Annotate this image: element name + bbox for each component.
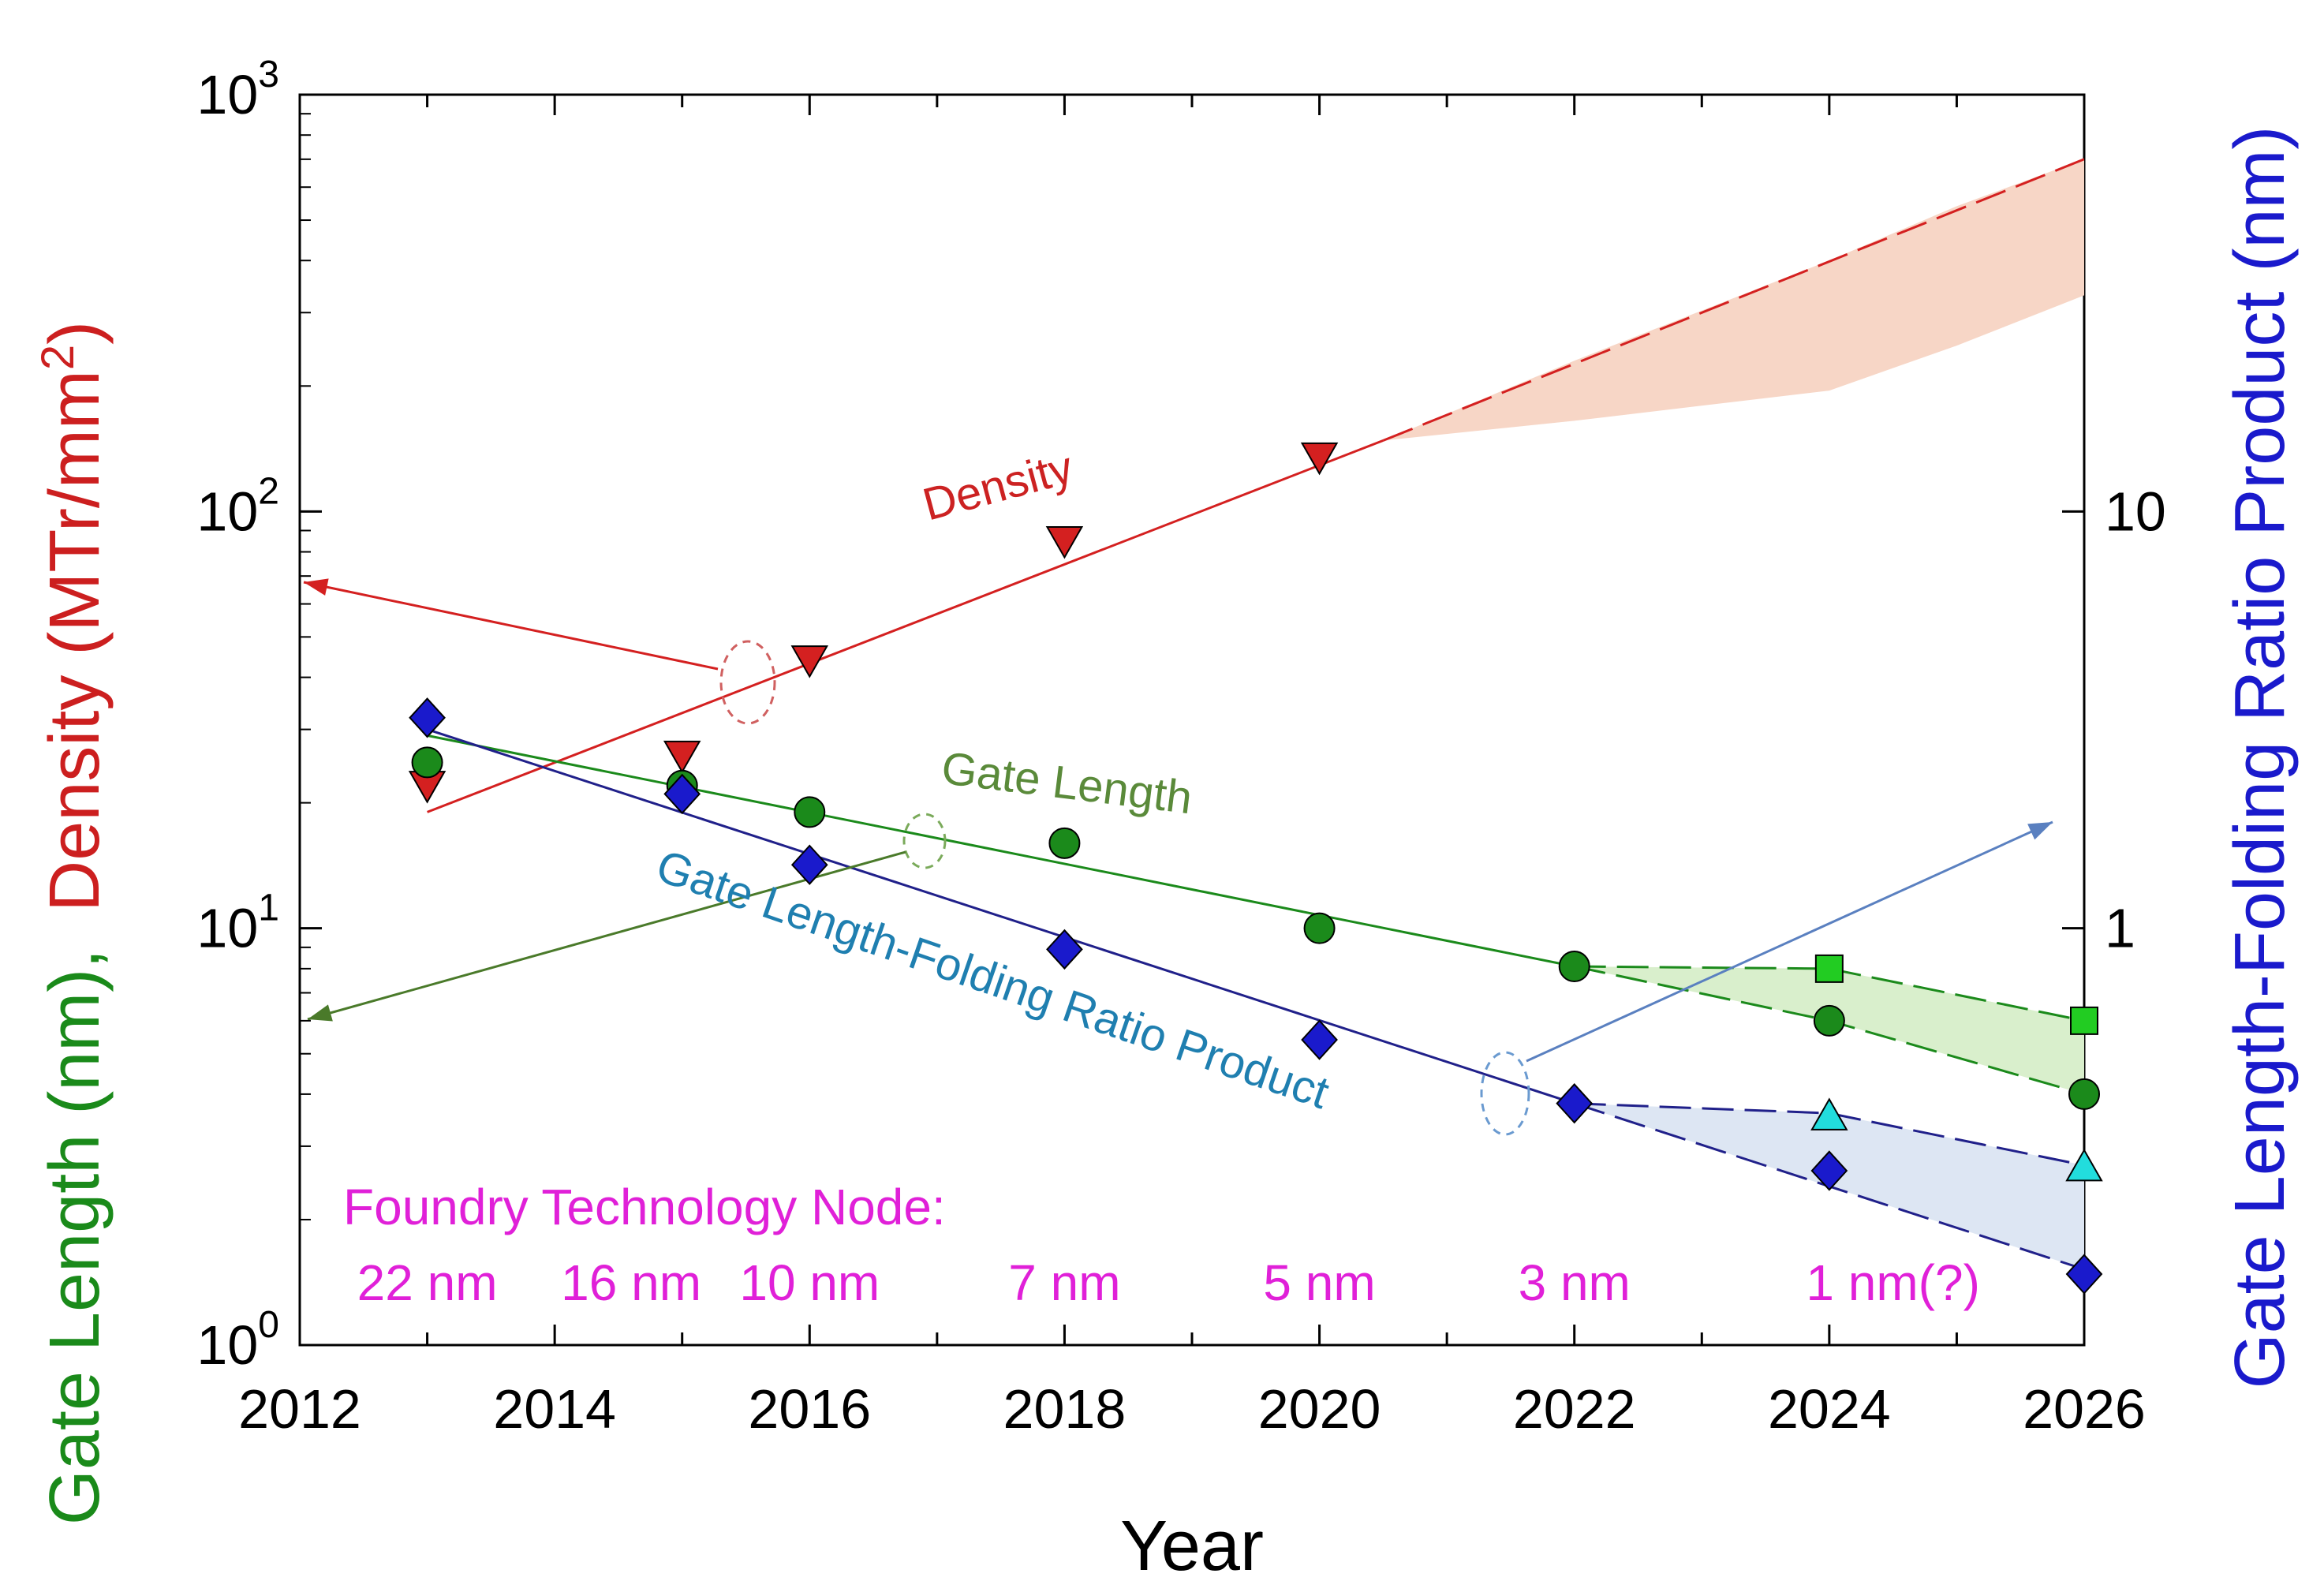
y-left-title-gate: Gate Length (nm),	[35, 949, 114, 1525]
product-fit-line	[427, 728, 1575, 1105]
foundry-node-label: 7 nm	[1008, 1254, 1120, 1311]
product-point	[1810, 1150, 1848, 1191]
foundry-node-label: 1 nm(?)	[1806, 1254, 1980, 1311]
gate-length-point	[794, 796, 826, 828]
product-point	[1301, 1019, 1338, 1060]
y-left-tick-exp: 3	[258, 54, 279, 95]
y-left-tick-base: 10	[196, 64, 258, 125]
y-left-tick-exp: 0	[258, 1304, 279, 1346]
y-left-tick-base: 10	[196, 898, 258, 959]
y-left-axis-title: Gate Length (nm), Density (MTr/mm2)	[32, 321, 115, 1525]
gate-length-ellipse	[902, 813, 947, 869]
gate-length-point	[1303, 912, 1336, 944]
gate-length-fit-line	[427, 734, 1575, 968]
foundry-node-label: 3 nm	[1519, 1254, 1631, 1311]
product-projection-point	[1810, 1097, 1848, 1130]
gate-length-projection-point	[1814, 954, 1844, 983]
product-point	[409, 697, 446, 738]
gate-length-point	[411, 746, 443, 779]
foundry-node-label: 10 nm	[739, 1254, 880, 1311]
x-tick-label: 2014	[493, 1378, 616, 1440]
x-tick-label: 2018	[1003, 1378, 1127, 1440]
label-gate-length: Gate Length	[939, 742, 1195, 824]
label-density: Density	[917, 442, 1078, 531]
y-left-title-sup: 2	[32, 345, 84, 370]
x-tick-label: 2026	[2023, 1378, 2146, 1440]
product-axis-arrow	[1526, 820, 2053, 1063]
gate-length-projection-upper	[1574, 965, 2084, 1022]
y-left-tick-base: 10	[196, 480, 258, 542]
density-point	[790, 645, 829, 678]
y-left-tick-exp: 2	[258, 470, 279, 512]
density-point	[1045, 526, 1084, 559]
y-right-tick-label: 1	[2105, 898, 2135, 959]
density-point	[663, 740, 701, 774]
gate-length-projection-band	[1574, 966, 2084, 1094]
density-axis-arrow-head	[304, 578, 329, 596]
gate-length-point	[1558, 951, 1590, 983]
product-projection-point	[2065, 1148, 2103, 1182]
gate-length-point	[1813, 1004, 1845, 1037]
label-product: Gate Length-Folding Ratio Product	[650, 840, 1336, 1119]
gate-length-point	[1048, 827, 1081, 859]
y-left-title-density: Density (MTr/mm	[35, 370, 114, 912]
density-ellipse	[719, 640, 776, 725]
x-tick-label: 2024	[1768, 1378, 1891, 1440]
gate-length-axis-arrow-head	[308, 1004, 333, 1022]
product-point	[1046, 929, 1083, 970]
density-point	[1300, 442, 1339, 476]
gate-length-projection-point	[2070, 1006, 2098, 1035]
product-ellipse	[1480, 1051, 1530, 1136]
product-point	[663, 773, 701, 815]
foundry-node-label: 5 nm	[1263, 1254, 1375, 1311]
y-left-tick-label: 103	[196, 54, 279, 125]
product-axis-arrow-head	[2027, 822, 2053, 840]
x-tick-label: 2022	[1513, 1378, 1636, 1440]
product-point	[1556, 1082, 1594, 1124]
foundry-node-label: 22 nm	[357, 1254, 498, 1311]
product-point	[2065, 1254, 2103, 1295]
y-left-tick-label: 101	[196, 888, 279, 959]
y-left-tick-exp: 1	[258, 888, 279, 929]
y-left-tick-label: 102	[196, 470, 279, 542]
x-tick-label: 2020	[1258, 1378, 1381, 1440]
x-axis-title: Year	[1120, 1507, 1264, 1586]
x-tick-label: 2012	[238, 1378, 361, 1440]
foundry-node-label: 16 nm	[561, 1254, 701, 1311]
foundry-title: Foundry Technology Node:	[343, 1179, 946, 1235]
y-right-axis-title: Gate Length-Folding Ratio Product (nm)	[2221, 126, 2300, 1389]
x-tick-label: 2016	[748, 1378, 871, 1440]
y-left-title-close: )	[35, 321, 114, 345]
density-fit-line	[427, 439, 1384, 813]
gate-length-point	[2068, 1078, 2100, 1110]
product-projection-upper	[1574, 1102, 2084, 1167]
y-left-tick-label: 100	[196, 1304, 279, 1376]
density-axis-arrow	[303, 581, 719, 671]
y-right-tick-label: 10	[2105, 480, 2166, 542]
y-left-tick-base: 10	[196, 1314, 258, 1376]
product-point	[790, 844, 828, 885]
